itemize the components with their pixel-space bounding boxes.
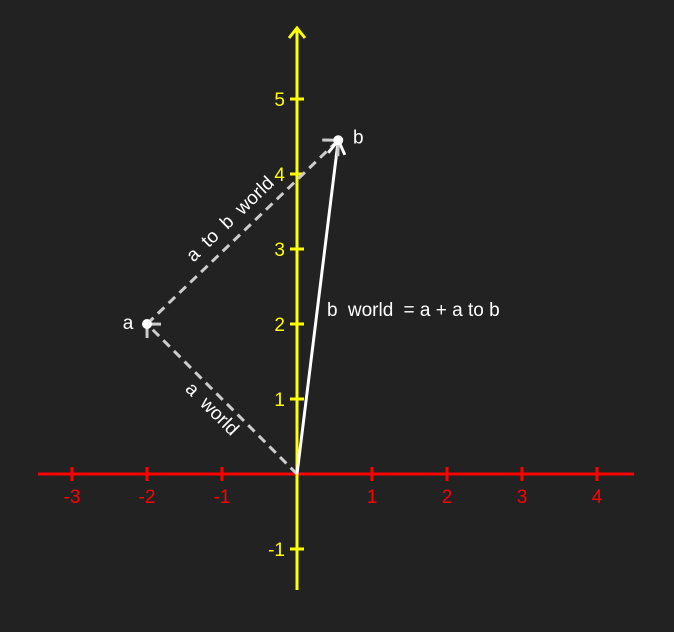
a-world-dashed-vector [145, 322, 299, 476]
b-world-label-word: world [347, 300, 393, 321]
x-axis-ticks: -3 -2 -1 1 2 3 4 [64, 467, 603, 508]
x-tick-label: 3 [517, 487, 528, 508]
point-a [142, 319, 152, 329]
x-tick-label: -1 [214, 487, 231, 508]
a-to-b-label-var2: b [216, 211, 238, 233]
b-world-label-var: b [327, 300, 338, 321]
x-tick-label: 2 [442, 487, 453, 508]
x-tick-label: -3 [64, 487, 81, 508]
y-tick-label: 4 [274, 165, 285, 186]
point-b [333, 135, 344, 146]
x-tick-label: 1 [367, 487, 378, 508]
a-to-b-label-mid: to [197, 226, 223, 252]
y-tick-label: 5 [274, 90, 285, 111]
a-world-label-word: world [195, 392, 243, 440]
y-tick-label: 1 [274, 390, 285, 411]
a-world-label-var: a [181, 378, 204, 401]
x-tick-label: 4 [592, 487, 603, 508]
vectors [142, 135, 347, 476]
a-to-b-world-dashed-vector [145, 139, 340, 326]
b-world-vector [295, 140, 340, 475]
y-axis-ticks: -1 1 2 3 4 5 [268, 90, 304, 561]
b-world-label-rest: = a + a to b [404, 300, 500, 321]
a-to-b-label-var1: a [182, 244, 204, 267]
y-tick-label: 2 [274, 315, 285, 336]
a-to-b-label-word: world [231, 173, 279, 220]
point-b-label: b [353, 127, 364, 148]
y-tick-label: -1 [268, 540, 285, 561]
point-a-label: a [123, 313, 134, 334]
y-axis-arrowhead [287, 25, 307, 39]
x-tick-label: -2 [139, 487, 156, 508]
a-to-b-world-label: a to b world [182, 173, 278, 267]
b-world-label: b world = a + a to b [327, 300, 500, 321]
y-tick-label: 3 [274, 240, 285, 261]
axes: -3 -2 -1 1 2 3 4 -1 1 2 3 4 5 [38, 25, 634, 590]
